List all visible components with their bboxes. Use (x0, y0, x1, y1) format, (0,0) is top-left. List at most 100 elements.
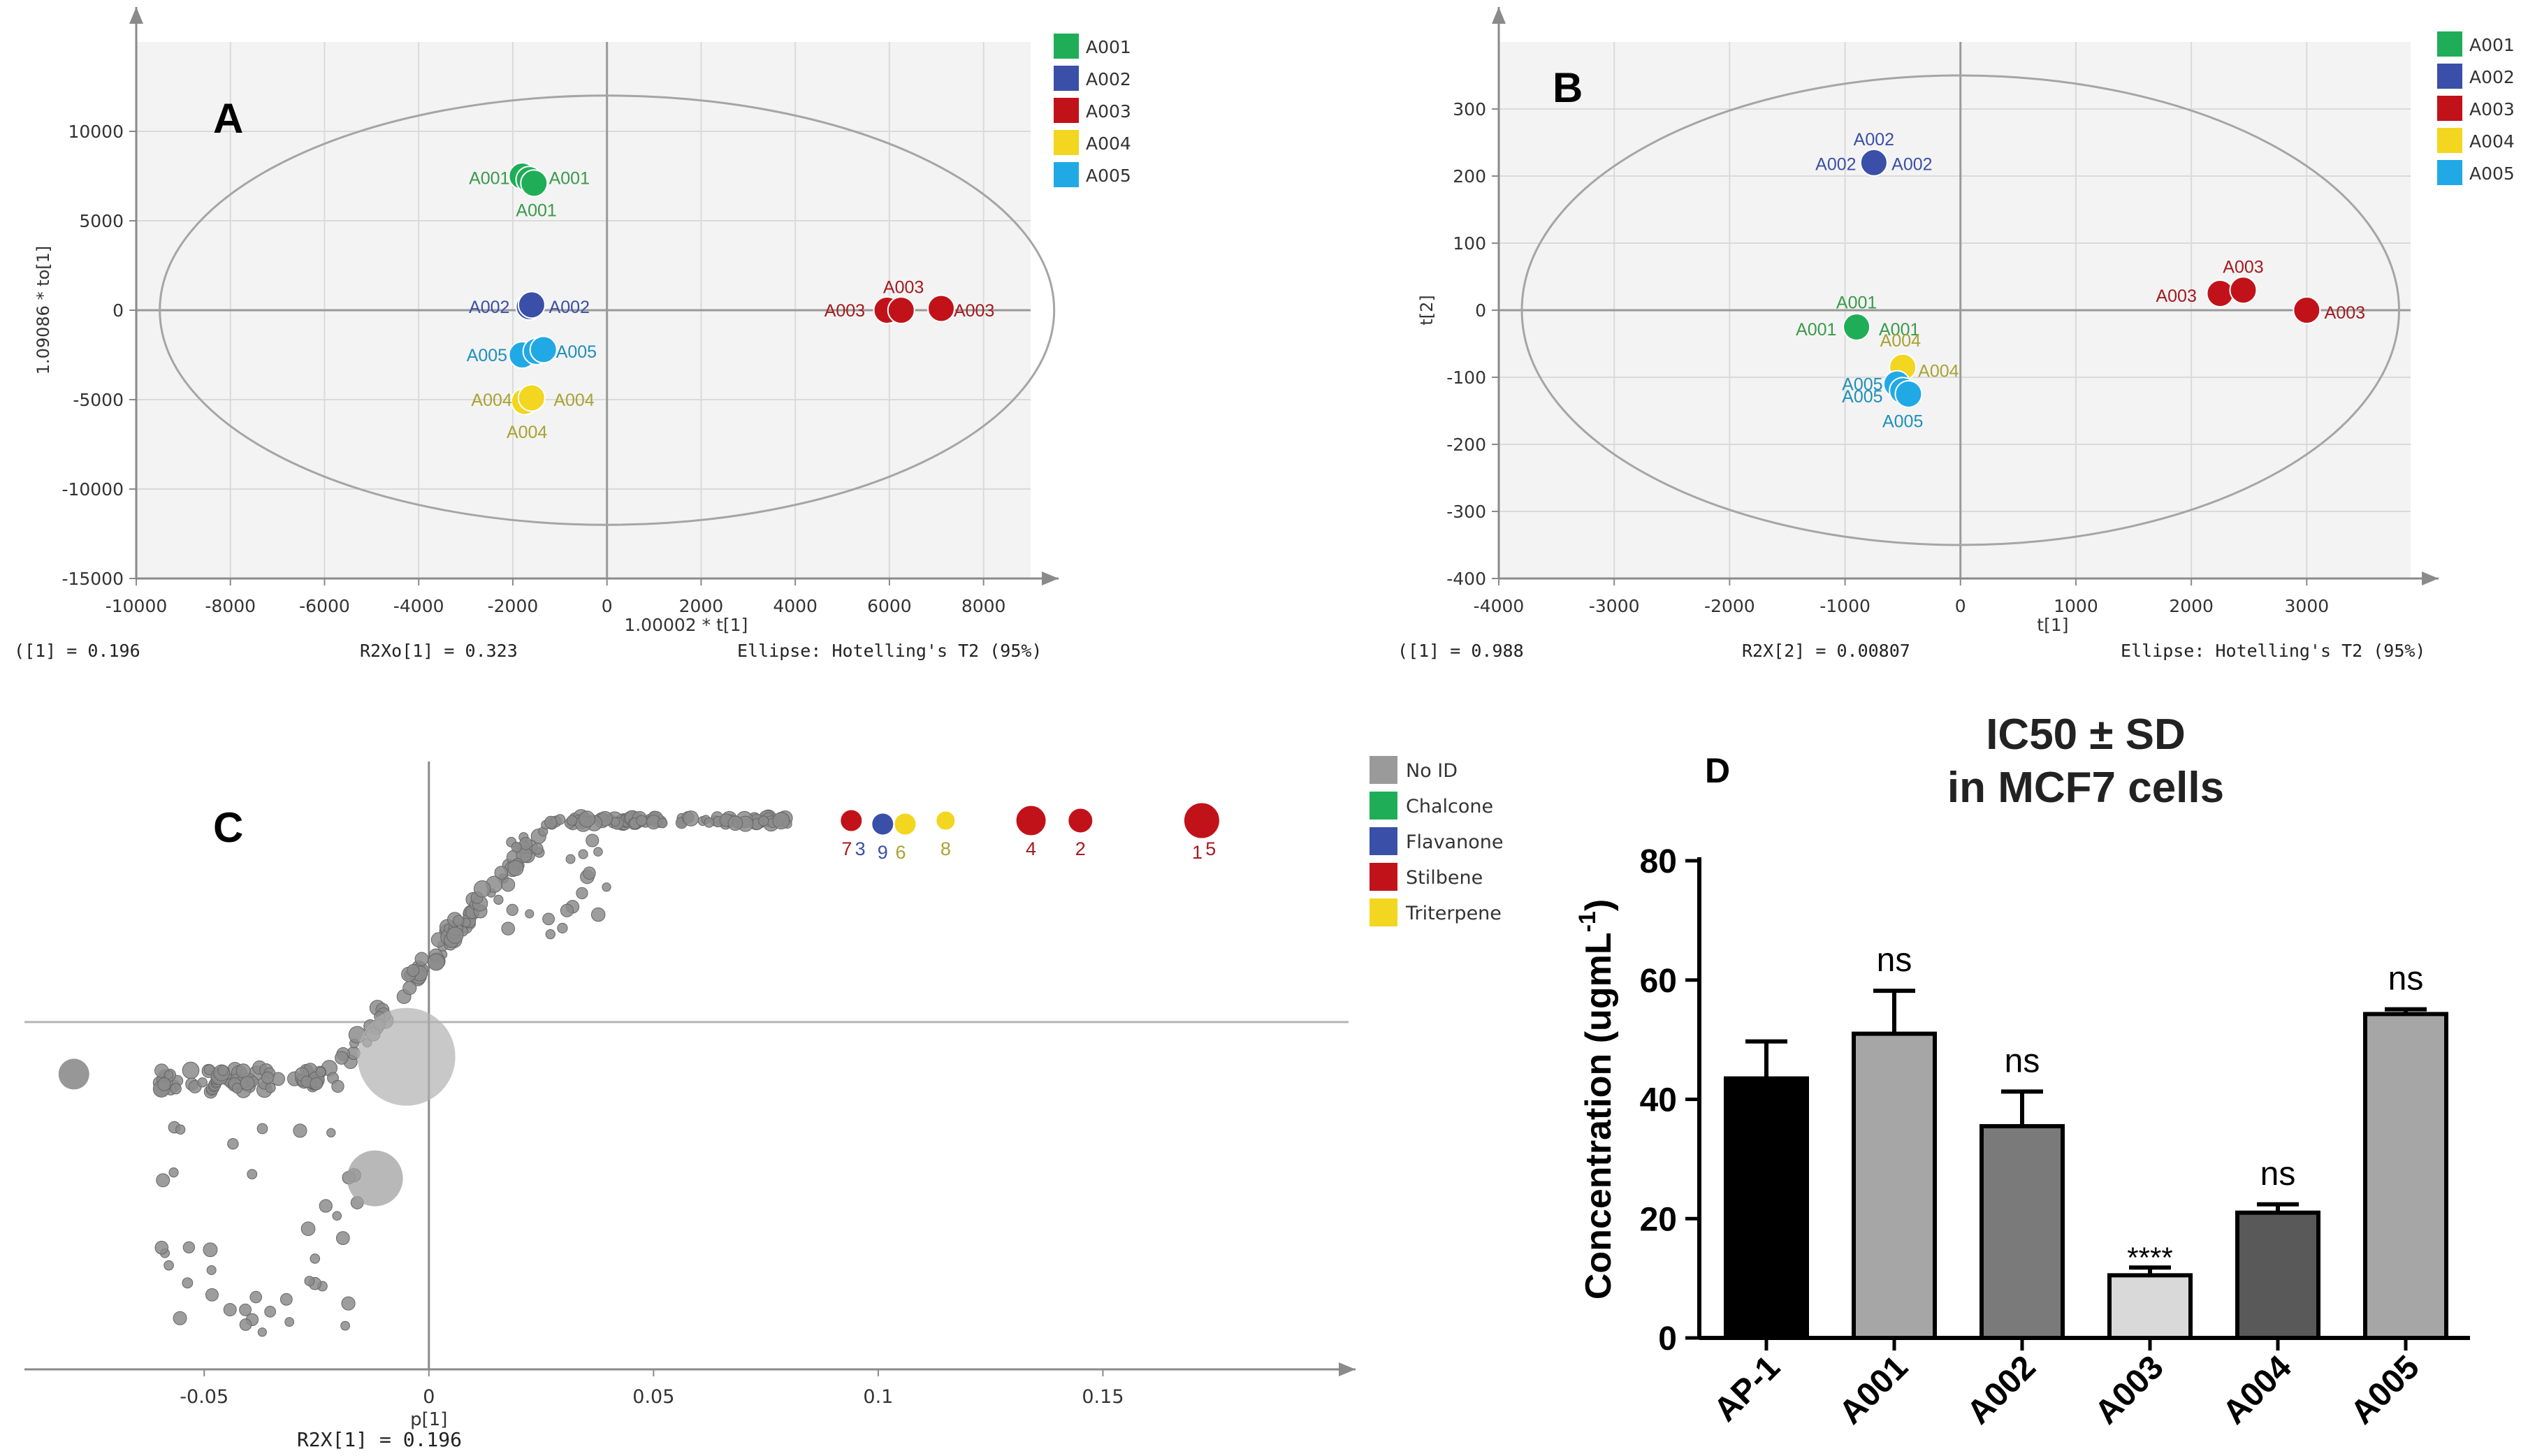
point-no-id (494, 866, 509, 880)
y-tick-label: -100 (1446, 367, 1486, 388)
point-no-id (335, 1231, 350, 1245)
x-tick-label: 0 (602, 596, 613, 616)
point-no-id (203, 1242, 218, 1258)
legend-swatch-a003 (1054, 98, 1079, 123)
point-no-id (511, 842, 522, 853)
point-no-id (560, 903, 574, 917)
point-a003 (2206, 279, 2235, 307)
legend-label: A002 (2469, 67, 2515, 87)
hotelling-ellipse (1520, 74, 2400, 546)
legend-swatch-a002 (2437, 64, 2462, 89)
point-a001 (1843, 313, 1871, 341)
point-no-id (493, 894, 504, 905)
point-label: A001 (1836, 293, 1877, 312)
point-no-id (531, 843, 544, 855)
point-no-id (331, 1079, 344, 1093)
point-no-id (683, 810, 699, 827)
point-no-id (542, 912, 555, 926)
point-a005 (529, 335, 558, 364)
compound-label: 5 (1205, 838, 1216, 859)
point-no-id (544, 815, 558, 829)
legend-swatch (1370, 792, 1397, 820)
x-tick-label: -2000 (1704, 596, 1755, 616)
point-label: A002 (1891, 155, 1932, 175)
point-label: A005 (1842, 387, 1882, 407)
point-label: A001 (516, 201, 556, 221)
bar-a002 (1979, 1123, 2065, 1340)
significance-label: ns (2260, 1156, 2296, 1193)
legend-label: Triterpene (1405, 903, 1502, 924)
y-tick-label: 20 (1640, 1201, 1677, 1238)
legend-label: A003 (1086, 101, 1131, 122)
point-no-id (293, 1123, 307, 1138)
point-no-id (772, 812, 790, 830)
point-no-id (335, 1051, 349, 1065)
point-no-id (182, 1061, 200, 1079)
legend-swatch-a004 (2437, 128, 2462, 153)
chart-title-line2: in MCF7 cells (1947, 764, 2224, 812)
legend-label: A001 (2469, 35, 2515, 55)
x-axis-title: 1.00002 * t[1] (624, 615, 748, 635)
legend-label: A003 (2469, 99, 2515, 119)
point-no-id (545, 929, 555, 940)
y-axis-title-end: ) (1578, 899, 1619, 911)
point-label: A005 (467, 346, 507, 365)
footer-left: ([1] = 0.196 (14, 641, 140, 661)
legend-swatch (1370, 827, 1397, 855)
point-no-id (501, 878, 516, 892)
y-axis-title: 1.09086 * to[1] (34, 246, 53, 375)
point-no-id (164, 1070, 174, 1080)
y-tick-label: -200 (1446, 435, 1486, 455)
point-no-id (304, 1276, 315, 1286)
x-tick-label: A001 (1832, 1348, 1915, 1432)
chart-title-line1: IC50 ± SD (1986, 711, 2186, 759)
footer-right: Ellipse: Hotelling's T2 (95%) (2121, 641, 2426, 661)
y-tick-label: -10000 (61, 479, 124, 500)
legend-label: A004 (2469, 131, 2515, 152)
hotelling-ellipse (159, 94, 1056, 526)
point-label: A005 (1842, 375, 1882, 395)
legend-label: No ID (1406, 760, 1458, 782)
point-no-id (173, 1311, 187, 1325)
point-flavanone (871, 812, 895, 836)
y-tick-label: -15000 (61, 569, 124, 589)
point-no-id (284, 1317, 295, 1327)
point-no-id (340, 1320, 350, 1331)
point-no-id (704, 817, 715, 828)
x-tick-label: -4000 (1474, 596, 1525, 616)
point-no-id (223, 1303, 237, 1317)
point-no-id (247, 1169, 258, 1180)
x-tick-label: -4000 (393, 596, 444, 616)
y-tick-label: -400 (1446, 569, 1486, 589)
panel-label-B: B (1553, 64, 1583, 111)
significance-label: ns (1877, 942, 1912, 979)
x-tick-label: 8000 (961, 596, 1006, 616)
point-no-id (507, 859, 524, 877)
point-no-id (156, 1173, 170, 1188)
point-no-id (578, 810, 595, 828)
point-label: A005 (556, 342, 597, 362)
point-a002 (1859, 148, 1888, 177)
footer-r2x: R2X[1] = 0.196 (297, 1428, 462, 1451)
point-no-id (168, 1167, 179, 1178)
point-no-id (217, 1065, 228, 1076)
point-no-id (235, 1063, 251, 1079)
point-no-id (506, 903, 518, 916)
y-tick-label: 100 (1453, 233, 1486, 254)
y-tick-label: 5000 (79, 211, 124, 231)
panel-D: IC50 ± SD in MCF7 cells D 0 20 40 60 80 Concentr… (1574, 711, 2470, 1432)
point-no-id (341, 1296, 356, 1311)
point-no-id (636, 815, 648, 827)
point-label: A005 (1882, 412, 1923, 431)
y-axis-title: t[2] (1417, 295, 1437, 325)
point-label: A003 (2325, 303, 2365, 323)
point-no-id (265, 1082, 276, 1093)
point-no-id (407, 964, 420, 977)
x-tick-label: 1000 (2054, 596, 2098, 616)
point-no-id (279, 1293, 293, 1306)
x-tick-label: 0.15 (1082, 1386, 1124, 1408)
point-label: A004 (553, 391, 594, 410)
x-tick-label: 2000 (2169, 596, 2214, 616)
point-no-id (565, 854, 576, 864)
